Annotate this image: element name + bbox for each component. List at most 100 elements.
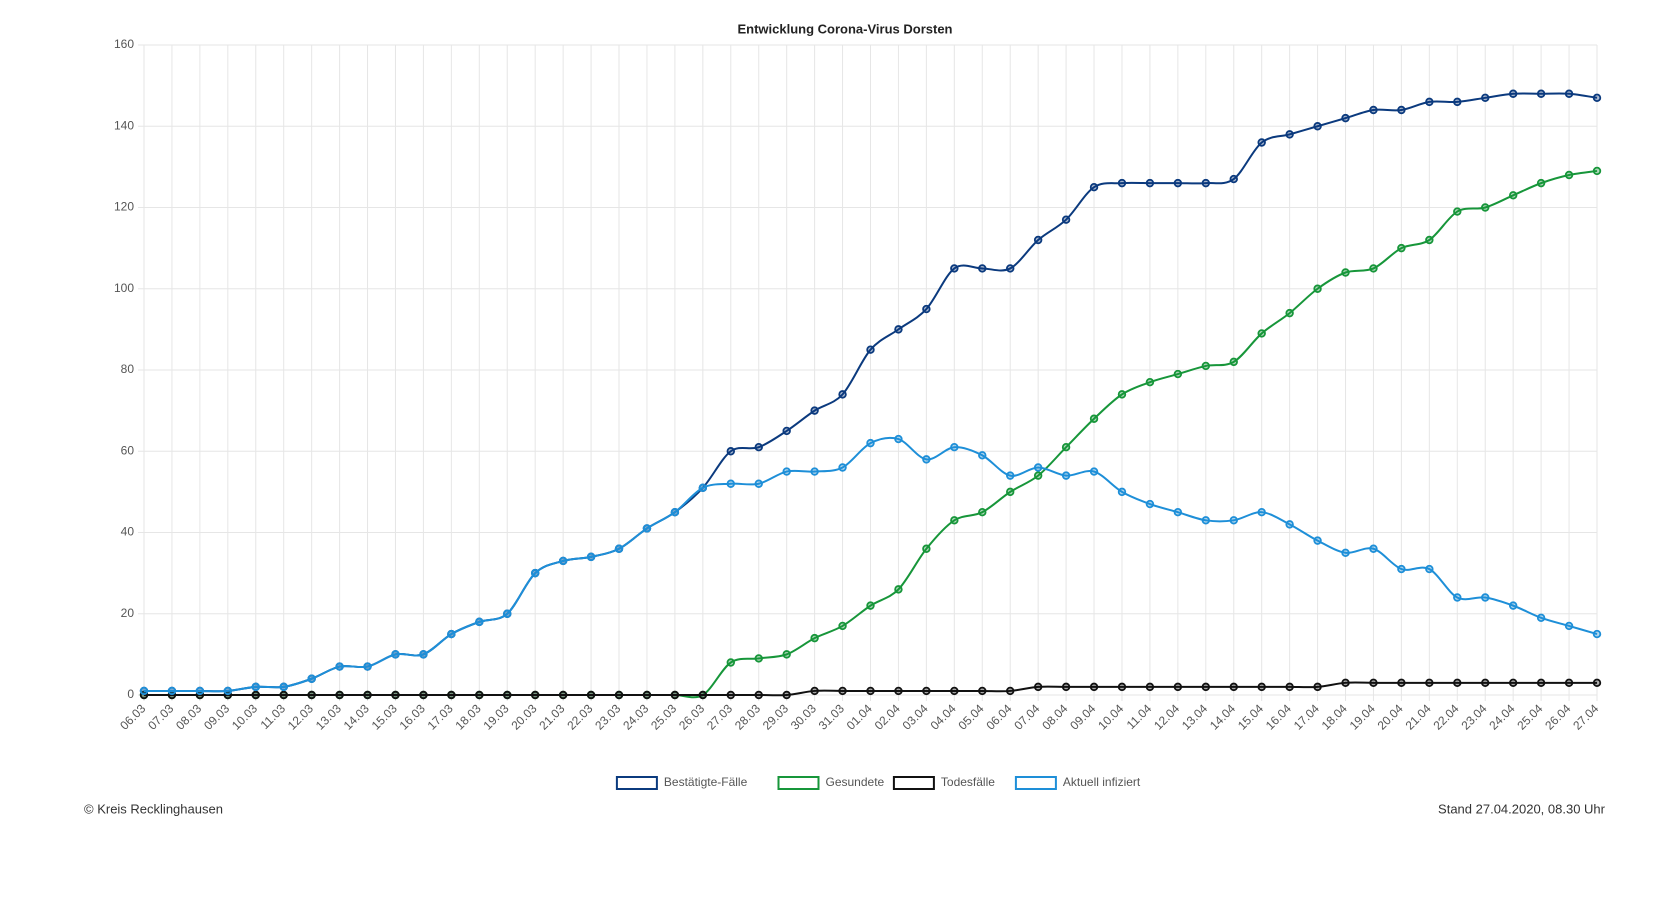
x-tick-label: 04.04	[928, 701, 959, 732]
point	[1564, 89, 1574, 98]
point	[1313, 122, 1322, 131]
point	[503, 690, 512, 700]
point	[950, 516, 959, 525]
x-tick-label: 13.04	[1179, 701, 1210, 732]
point	[1397, 564, 1406, 574]
point	[838, 621, 847, 631]
point	[1313, 682, 1322, 692]
point	[1285, 682, 1294, 692]
x-tick-label: 23.04	[1458, 701, 1489, 732]
point	[1481, 93, 1490, 103]
x-tick-label: 15.03	[369, 701, 400, 732]
point	[866, 686, 875, 696]
point	[1425, 235, 1434, 245]
point	[1536, 178, 1546, 188]
point	[195, 686, 205, 696]
point	[782, 690, 791, 700]
point	[894, 585, 903, 594]
x-tick-label: 08.03	[173, 701, 204, 732]
point	[1061, 682, 1071, 692]
point	[558, 690, 568, 700]
point	[922, 304, 931, 314]
point	[1341, 113, 1350, 123]
point	[1285, 130, 1294, 139]
point	[922, 455, 931, 464]
x-tick-label: 30.03	[788, 701, 819, 732]
point	[838, 686, 847, 696]
point	[1564, 621, 1574, 631]
x-tick-label: 03.04	[900, 701, 931, 732]
point	[670, 507, 680, 517]
point	[279, 682, 288, 692]
point	[754, 690, 763, 700]
x-tick-label: 25.04	[1514, 701, 1545, 732]
point	[866, 345, 875, 354]
point	[1341, 268, 1350, 277]
legend-swatch	[892, 776, 935, 790]
series-line	[144, 681, 1597, 697]
x-tick-label: 26.04	[1542, 701, 1573, 732]
y-tick-label: 160	[114, 37, 134, 51]
point	[530, 568, 540, 578]
point	[950, 442, 959, 452]
point	[698, 483, 708, 493]
x-tick-label: 26.03	[676, 701, 707, 732]
x-tick-label: 27.04	[1570, 701, 1601, 732]
x-tick-label: 16.03	[397, 701, 428, 732]
point	[1257, 329, 1266, 338]
point	[167, 686, 177, 696]
point	[1592, 166, 1602, 176]
point	[586, 690, 596, 700]
point	[1536, 678, 1546, 688]
point	[1006, 487, 1015, 497]
point	[1369, 544, 1378, 553]
point	[1229, 682, 1238, 692]
point	[754, 654, 763, 663]
point	[1089, 467, 1099, 476]
point	[726, 690, 735, 700]
point	[1592, 629, 1602, 639]
x-tick-label: 19.04	[1347, 701, 1378, 732]
point	[307, 690, 316, 700]
x-tick-label: 11.04	[1124, 701, 1155, 732]
point	[1173, 178, 1183, 188]
point	[1369, 264, 1378, 273]
point	[1033, 235, 1043, 245]
point	[363, 690, 372, 700]
x-tick-label: 10.03	[229, 701, 260, 732]
x-tick-label: 05.04	[955, 701, 986, 732]
point	[1508, 191, 1518, 200]
point	[1453, 678, 1462, 688]
point	[782, 467, 791, 476]
x-tick-label: 10.04	[1095, 701, 1126, 732]
point	[1369, 678, 1378, 688]
point	[307, 674, 316, 683]
point	[670, 690, 680, 700]
point	[810, 633, 819, 643]
x-tick-label: 14.04	[1207, 701, 1238, 732]
point	[1145, 377, 1155, 387]
point	[894, 434, 903, 444]
x-tick-label: 24.04	[1486, 701, 1517, 732]
point	[447, 690, 456, 700]
point	[530, 690, 540, 700]
point	[1006, 686, 1015, 696]
series-line	[144, 436, 1598, 693]
x-tick-label: 06.03	[117, 701, 148, 732]
point	[838, 463, 847, 472]
y-tick-label: 80	[121, 362, 135, 376]
point	[950, 686, 959, 696]
x-tick-label: 01.04	[844, 701, 875, 732]
y-tick-label: 120	[114, 200, 134, 214]
y-tick-label: 40	[121, 525, 135, 539]
point	[1285, 308, 1294, 318]
x-tick-label: 07.03	[145, 701, 176, 732]
point	[1061, 442, 1071, 452]
point	[1453, 593, 1462, 602]
point	[1117, 390, 1127, 399]
point	[1257, 682, 1266, 692]
point	[391, 690, 400, 700]
x-tick-label: 12.03	[285, 701, 316, 732]
point	[503, 609, 512, 618]
x-tick-label: 27.03	[704, 701, 735, 732]
